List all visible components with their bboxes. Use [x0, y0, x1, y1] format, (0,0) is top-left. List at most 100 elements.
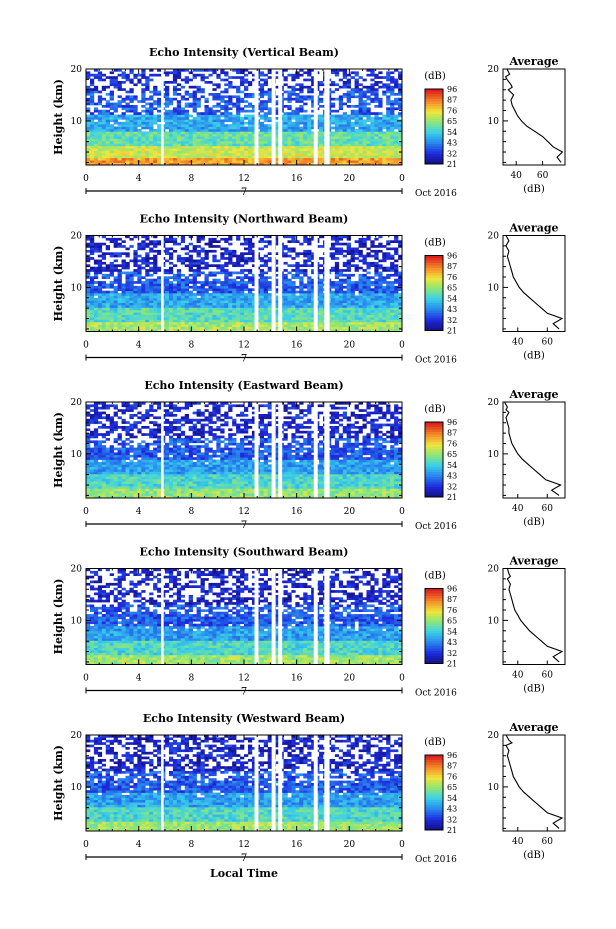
heatmap-cell: [184, 90, 189, 94]
heatmap-cell: [133, 254, 138, 258]
heatmap-cell: [97, 317, 103, 320]
heatmap-cell: [311, 81, 316, 84]
heatmap-cell: [259, 314, 265, 318]
heatmap-cell: [354, 317, 359, 320]
heatmap-cell: [157, 133, 162, 137]
heatmap-cell: [109, 269, 114, 272]
heatmap-cell: [121, 245, 126, 248]
heatmap-cell: [196, 105, 201, 108]
heatmap-cell: [378, 112, 383, 115]
heatmap-cell: [374, 155, 379, 159]
heatmap-cell: [263, 157, 268, 161]
heatmap-cell: [216, 324, 221, 327]
heatmap-cell: [358, 133, 363, 137]
heatmap-cell: [287, 302, 292, 306]
heatmap-cell: [330, 117, 336, 120]
heatmap-cell: [303, 264, 308, 267]
heatmap-cell: [307, 283, 312, 287]
heatmap-cell: [196, 145, 201, 149]
heatmap-cell: [247, 324, 253, 327]
heatmap-cell: [263, 326, 268, 330]
colorbar-swatch: [425, 94, 443, 97]
heatmap-cell: [330, 119, 336, 123]
heatmap-cell: [89, 312, 95, 315]
heatmap-cell: [378, 97, 383, 101]
heatmap-cell: [149, 136, 154, 139]
heatmap-cell: [240, 148, 245, 151]
colorbar-swatch: [425, 124, 443, 127]
heatmap-cell: [330, 307, 336, 311]
heatmap-cell: [224, 78, 229, 82]
heatmap-cell: [86, 109, 91, 113]
heatmap-cell: [224, 126, 229, 130]
heatmap-cell: [275, 148, 280, 151]
heatmap-cell: [251, 114, 257, 118]
heatmap-cell: [386, 326, 391, 330]
heatmap-cell: [291, 283, 296, 287]
heatmap-cell: [165, 305, 170, 308]
heatmap-cell: [105, 160, 110, 163]
heatmap-cell: [267, 93, 272, 96]
heatmap-cell: [224, 107, 229, 111]
heatmap-cell: [97, 124, 103, 127]
heatmap-cell: [366, 117, 371, 120]
heatmap-cell: [86, 157, 91, 161]
heatmap-cell: [176, 305, 182, 308]
heatmap-cell: [275, 261, 280, 265]
heatmap-cell: [180, 136, 186, 139]
heatmap-cell: [93, 242, 99, 246]
heatmap-cell: [192, 283, 197, 287]
heatmap-cell: [228, 141, 233, 144]
heatmap-cell: [247, 129, 253, 132]
heatmap-cell: [287, 264, 292, 267]
heatmap-cell: [259, 100, 265, 103]
heatmap-cell: [378, 143, 383, 147]
heatmap-cell: [338, 302, 344, 306]
heatmap-cell: [204, 254, 209, 258]
heatmap-cell: [89, 305, 95, 308]
heatmap-cell: [267, 119, 272, 123]
heatmap-cell: [129, 309, 134, 313]
heatmap-cell: [153, 148, 158, 151]
heatmap-cell: [212, 249, 217, 253]
heatmap-cell: [334, 157, 340, 161]
heatmap-cell: [295, 324, 300, 327]
heatmap-cell: [354, 131, 359, 135]
heatmap-cell: [208, 148, 213, 151]
heatmap-cell: [220, 126, 225, 130]
heatmap-cell: [125, 138, 130, 142]
heatmap-cell: [220, 319, 225, 323]
heatmap-cell: [259, 240, 265, 243]
heatmap-cell: [145, 295, 150, 299]
heatmap-cell: [398, 300, 403, 303]
heatmap-cell: [283, 133, 288, 137]
heatmap-cell: [141, 305, 146, 308]
heatmap-cell: [133, 295, 138, 299]
heatmap-cell: [113, 309, 118, 313]
heatmap-cell: [212, 83, 217, 87]
heatmap-cell: [303, 150, 308, 154]
heatmap-cell: [89, 321, 95, 325]
heatmap-cell: [89, 143, 95, 147]
heatmap-cell: [117, 302, 122, 306]
heatmap-cell: [141, 73, 146, 77]
heatmap-cell: [275, 252, 280, 255]
heatmap-cell: [354, 160, 359, 163]
heatmap-cell: [378, 126, 383, 130]
heatmap-cell: [109, 124, 114, 127]
heatmap-cell: [346, 249, 351, 253]
heatmap-cell: [319, 150, 324, 154]
heatmap-cell: [153, 114, 158, 118]
heatmap-cell: [200, 126, 205, 130]
heatmap-cell: [86, 300, 91, 303]
heatmap-cell: [346, 160, 351, 163]
heatmap-cell: [358, 300, 363, 303]
heatmap-cell: [93, 314, 99, 318]
heatmap-cell: [113, 297, 118, 301]
heatmap-cell: [303, 138, 308, 142]
heatmap-cell: [350, 324, 355, 327]
heatmap-cell: [394, 157, 399, 161]
heatmap-cell: [157, 266, 162, 270]
heatmap-cell: [299, 155, 304, 159]
